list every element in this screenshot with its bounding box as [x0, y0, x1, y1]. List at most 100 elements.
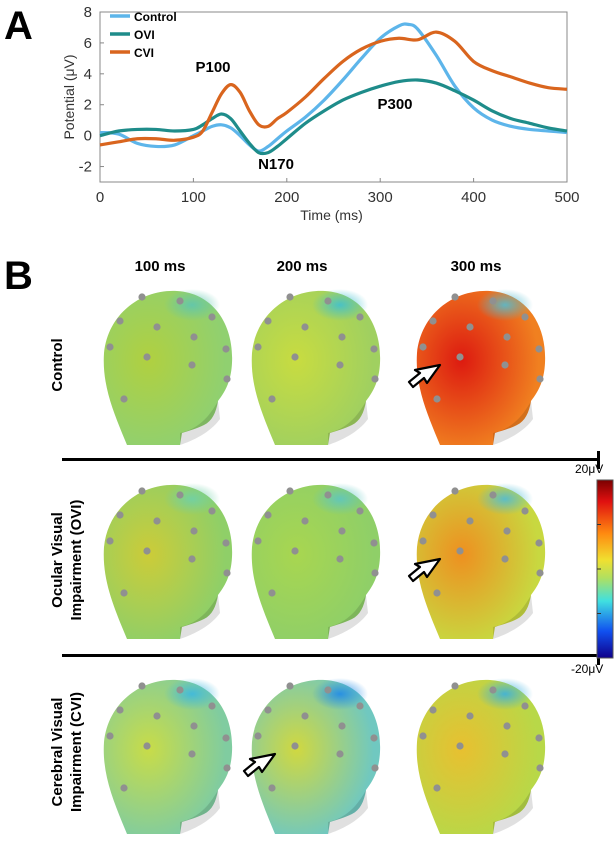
- head-shadow: [180, 401, 220, 445]
- electrode-dot: [120, 784, 128, 792]
- head-shadow: [328, 790, 368, 834]
- head-topography: [251, 483, 381, 639]
- electrode-dot: [501, 750, 509, 758]
- electrode-dot: [324, 491, 332, 499]
- electrode-dot: [190, 722, 198, 730]
- electrode-dot: [503, 527, 511, 535]
- series-line-control: [99, 22, 568, 153]
- electrode-dot: [466, 323, 474, 331]
- legend-label: OVI: [134, 28, 155, 42]
- electrode-dot: [433, 395, 441, 403]
- y-tick-label: 8: [84, 4, 92, 21]
- electrode-dot: [456, 547, 464, 555]
- head-spot: [477, 483, 533, 515]
- x-tick-label: 200: [274, 189, 299, 206]
- electrode-dot: [466, 517, 474, 525]
- electrode-dot: [456, 742, 464, 750]
- electrode-dot: [356, 313, 364, 321]
- electrode-dot: [116, 511, 124, 519]
- electrode-dot: [535, 345, 543, 353]
- row-separator-end: [597, 451, 600, 469]
- electrode-dot: [264, 706, 272, 714]
- head-topography: [416, 678, 546, 834]
- chart-annotations: P100 N170 P300: [195, 59, 412, 173]
- head-spot: [477, 289, 533, 321]
- colorbar: [596, 479, 614, 659]
- electrode-dot: [371, 569, 379, 577]
- x-tick-label: 300: [368, 189, 393, 206]
- electrode-dot: [336, 555, 344, 563]
- head-shadow: [328, 401, 368, 445]
- row-label: Cerebral Visual Impairment (CVI): [49, 662, 87, 842]
- electrode-dot: [208, 702, 216, 710]
- head-shape: [103, 679, 233, 834]
- y-tick-label: 2: [84, 97, 92, 114]
- electrode-dot: [489, 491, 497, 499]
- chart-legend: Control OVI CVI: [110, 10, 177, 60]
- head-shadow: [328, 595, 368, 639]
- legend-label: Control: [134, 10, 177, 24]
- y-tick-label: 0: [84, 128, 92, 145]
- electrode-dot: [106, 732, 114, 740]
- annotation-p100: P100: [195, 59, 230, 76]
- arrow-shape: [407, 363, 442, 389]
- electrode-dot: [338, 333, 346, 341]
- electrode-dot: [429, 511, 437, 519]
- electrode-dot: [116, 317, 124, 325]
- electrode-dot: [433, 589, 441, 597]
- electrode-dot: [208, 507, 216, 515]
- arrow-shape: [407, 557, 442, 583]
- electrode-dot: [291, 742, 299, 750]
- electrode-dot: [176, 491, 184, 499]
- head-shape: [416, 679, 546, 834]
- electrode-dot: [489, 686, 497, 694]
- electrode-dot: [106, 537, 114, 545]
- electrode-dot: [503, 722, 511, 730]
- electrode-dot: [370, 345, 378, 353]
- electrode-dot: [254, 343, 262, 351]
- electrode-dot: [286, 487, 294, 495]
- head-shape: [251, 484, 381, 639]
- electrode-dot: [419, 537, 427, 545]
- electrode-dot: [254, 732, 262, 740]
- electrode-dot: [324, 686, 332, 694]
- x-tick-label: 100: [181, 189, 206, 206]
- electrode-dot: [188, 361, 196, 369]
- colorbar-min-label: -20μV: [571, 662, 604, 676]
- electrode-dot: [536, 375, 544, 383]
- panel-a-letter: A: [4, 4, 33, 48]
- electrode-dot: [106, 343, 114, 351]
- electrode-dot: [521, 507, 529, 515]
- electrode-dot: [116, 706, 124, 714]
- head-shadow: [493, 401, 533, 445]
- electrode-dot: [429, 317, 437, 325]
- electrode-dot: [338, 722, 346, 730]
- electrode-dot: [301, 712, 309, 720]
- x-tick-label: 400: [461, 189, 486, 206]
- electrode-dot: [143, 547, 151, 555]
- head-spot: [164, 483, 220, 515]
- series-line-cvi: [99, 30, 568, 147]
- electrode-dot: [143, 353, 151, 361]
- electrode-dot: [433, 784, 441, 792]
- head-shape: [416, 484, 546, 639]
- electrode-dot: [429, 706, 437, 714]
- head-shape: [103, 484, 233, 639]
- head-topography: [416, 289, 546, 445]
- electrode-dot: [419, 343, 427, 351]
- electrode-dot: [286, 682, 294, 690]
- row-label-line: Cerebral Visual: [49, 697, 66, 807]
- head-spot: [312, 678, 368, 710]
- electrode-dot: [521, 702, 529, 710]
- electrode-dot: [176, 686, 184, 694]
- electrode-dot: [521, 313, 529, 321]
- electrode-dot: [291, 547, 299, 555]
- x-tick-label: 0: [96, 189, 104, 206]
- electrode-dot: [370, 539, 378, 547]
- head-shadow: [493, 790, 533, 834]
- electrode-dot: [176, 297, 184, 305]
- annotation-p300: P300: [377, 96, 412, 113]
- electrode-dot: [489, 297, 497, 305]
- head-topography: [251, 678, 381, 834]
